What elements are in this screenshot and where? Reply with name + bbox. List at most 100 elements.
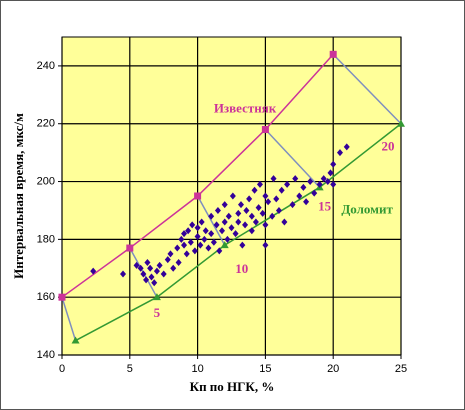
line-marker [194,192,202,200]
point [143,276,150,284]
iso-label: 20 [382,139,395,154]
line-marker [58,293,66,301]
point [228,224,235,232]
point [160,270,167,278]
point [178,235,185,243]
point [235,209,242,217]
iso-label: 15 [318,198,332,213]
point [269,212,276,220]
point [303,198,310,206]
point [307,178,314,186]
point [194,232,201,240]
point [248,227,255,235]
point [300,183,307,191]
x-tick-label: 20 [327,363,339,375]
point [140,270,147,278]
line-marker [152,293,161,301]
point [133,261,140,269]
line-marker [397,119,405,127]
point [170,264,177,272]
point [275,206,282,214]
point [221,201,228,209]
point [320,175,327,183]
x-tick-label: 10 [191,363,203,375]
point [221,218,228,226]
point [262,192,269,200]
point [181,230,188,238]
point [156,261,163,269]
point [202,227,209,235]
point [262,241,269,249]
line-label: Известняк [214,100,277,115]
point [270,175,277,183]
point [187,238,194,246]
point [164,256,171,264]
x-axis-title: Кп по НГК, % [190,379,275,394]
iso-line [264,128,321,188]
point [214,206,221,214]
y-axis-title: Интервальная время, мкс/м [11,113,26,279]
point [311,189,318,197]
y-tick-label: 240 [37,60,55,72]
point [296,192,303,200]
iso-line [332,53,402,125]
point [197,241,204,249]
point [191,247,198,255]
point [239,241,246,249]
line-label: Доломит [341,201,393,216]
point [259,209,266,217]
point [324,178,331,186]
point [137,264,144,272]
point [273,195,280,203]
point [343,143,350,151]
line-marker [220,241,229,249]
point [194,224,201,232]
point [248,212,255,220]
iso-line [196,195,226,246]
point [201,235,208,243]
y-tick-label: 180 [37,233,55,245]
line-marker [261,126,269,134]
y-tick-label: 200 [37,175,55,187]
point [183,250,190,258]
point [256,180,263,188]
point [224,235,231,243]
point [210,238,217,246]
point [237,201,244,209]
point [144,258,151,266]
line-marker [329,50,337,58]
point [232,230,239,238]
point [327,169,334,177]
point [208,230,215,238]
point [330,180,337,188]
point [90,267,97,275]
point [148,273,155,281]
y-tick-label: 160 [37,291,55,303]
y-tick-label: 140 [37,349,55,361]
point [292,175,299,183]
point [246,195,253,203]
point [262,221,269,229]
point [243,206,250,214]
line-marker [71,336,80,344]
x-tick-label: 15 [259,363,271,375]
point [167,250,174,258]
point [219,227,226,235]
point [336,149,343,157]
point [330,160,337,168]
point [208,212,215,220]
point [235,218,242,226]
point [251,186,258,194]
point [225,212,232,220]
point [147,264,154,272]
point [151,279,158,287]
point [213,221,220,229]
point [181,241,188,249]
point [281,218,288,226]
line-marker [126,244,134,252]
x-tick-label: 25 [395,363,407,375]
iso-label: 5 [154,305,161,320]
point [265,198,272,206]
